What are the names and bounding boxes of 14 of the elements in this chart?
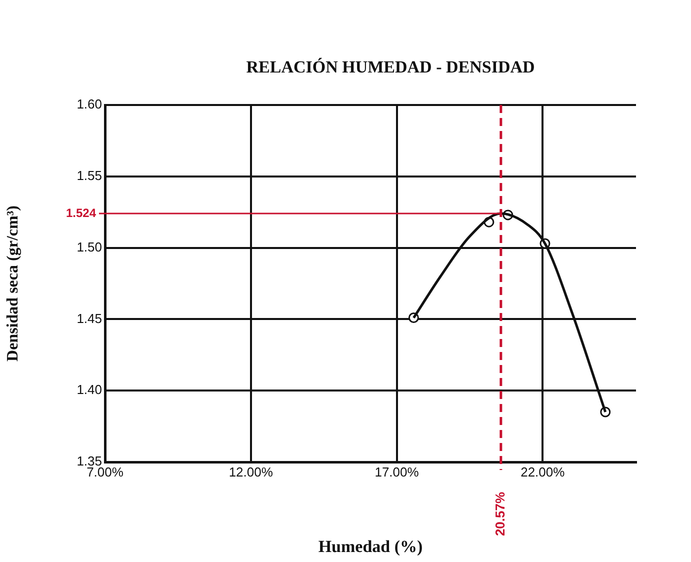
x-tick-label: 17.00% xyxy=(374,464,420,480)
chart-title: RELACIÓN HUMEDAD - DENSIDAD xyxy=(246,57,535,76)
ref-line-label: 1.524 xyxy=(66,206,96,220)
x-tick-label: 12.00% xyxy=(228,464,274,480)
y-tick-label: 1.60 xyxy=(76,96,102,112)
x-tick-label: 22.00% xyxy=(520,464,566,480)
y-tick-label: 1.50 xyxy=(76,239,102,254)
y-tick-label: 1.55 xyxy=(76,168,102,183)
y-tick-label: 1.45 xyxy=(76,310,102,326)
y-tick-label: 1.35 xyxy=(76,454,102,469)
y-tick-label: 1.40 xyxy=(76,382,102,398)
y-axis-title: Densidad seca (gr/cm³) xyxy=(4,206,22,362)
ref-line-label: 20.57% xyxy=(492,492,508,536)
x-axis-title: Humedad (%) xyxy=(318,537,423,556)
